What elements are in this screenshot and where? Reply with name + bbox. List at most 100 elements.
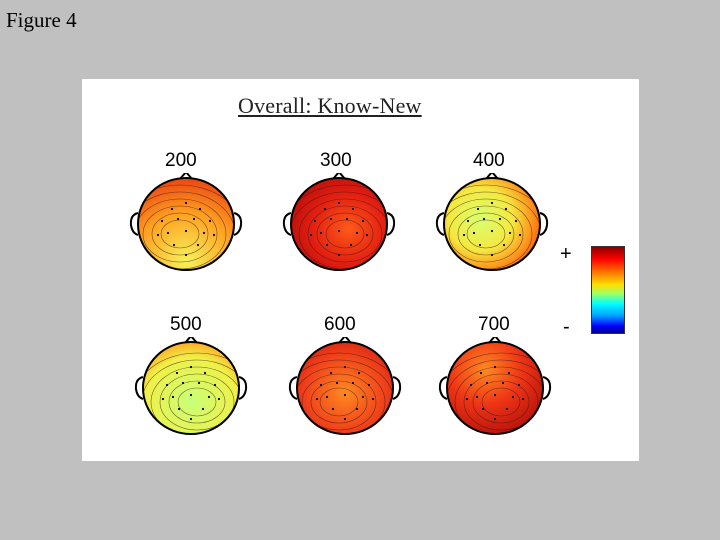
electrode-dot <box>465 397 469 401</box>
scalp-map <box>297 342 393 434</box>
electrode-dot <box>357 371 361 375</box>
ear-left <box>282 212 292 236</box>
electrode-dot <box>337 201 341 205</box>
ear-left <box>134 376 144 400</box>
electrode-dot <box>156 233 160 237</box>
electrode-dot <box>349 243 353 247</box>
slide-title: Figure 4 <box>6 8 77 32</box>
electrode-dot <box>325 243 329 247</box>
electrode-dot <box>171 395 175 399</box>
latency-label-400: 400 <box>473 150 505 171</box>
electrode-dot <box>176 217 180 221</box>
ear-left <box>435 212 445 236</box>
scalp-map <box>138 178 234 270</box>
nose <box>488 337 502 344</box>
electrode-dot <box>343 417 347 421</box>
colorbar-plus-label: + <box>560 243 572 265</box>
contour-lines <box>447 352 543 434</box>
ear-right <box>539 212 549 236</box>
electrode-dot <box>504 207 508 211</box>
scalp-map <box>291 178 387 270</box>
electrode-dot <box>196 243 200 247</box>
electrode-dot <box>482 217 486 221</box>
electrode-dot <box>505 407 509 411</box>
electrode-dot <box>315 397 319 401</box>
electrode-dot <box>212 233 216 237</box>
head-map-700 <box>438 337 552 435</box>
colorbar-minus-label: - <box>563 316 570 338</box>
electrode-dot <box>201 407 205 411</box>
electrode-dot <box>313 219 317 223</box>
electrode-dot <box>371 397 375 401</box>
scalp-map <box>444 178 540 270</box>
electrode-dot <box>475 395 479 399</box>
scalp-map <box>143 342 239 434</box>
electrode-dot <box>493 365 497 369</box>
ear-right <box>233 212 243 236</box>
electrode-dot <box>192 217 196 221</box>
electrode-dot <box>329 217 333 221</box>
electrode-dot <box>319 231 323 235</box>
head-outline <box>137 177 235 271</box>
electrode-dot <box>490 229 494 233</box>
electrode-dot <box>213 383 217 387</box>
head-map-300 <box>282 173 396 271</box>
electrode-dot <box>319 383 323 387</box>
electrode-dot <box>189 365 193 369</box>
nose <box>332 173 346 180</box>
contour-lines <box>297 352 393 434</box>
electrode-dot <box>466 219 470 223</box>
electrode-dot <box>508 231 512 235</box>
head-map-600 <box>288 337 402 435</box>
head-outline <box>443 177 541 271</box>
electrode-dot <box>502 243 506 247</box>
electrode-dot <box>355 231 359 235</box>
electrode-dot <box>160 219 164 223</box>
electrode-dot <box>337 253 341 257</box>
electrode-dot <box>181 381 185 385</box>
scalp-map <box>447 342 543 434</box>
electrode-dot <box>197 381 201 385</box>
ear-right <box>238 376 248 400</box>
electrode-dot <box>507 371 511 375</box>
electrode-dot <box>189 393 193 397</box>
electrode-dot <box>165 383 169 387</box>
electrode-dot <box>343 365 347 369</box>
nose <box>179 173 193 180</box>
electrode-dot <box>351 207 355 211</box>
ear-left <box>129 212 139 236</box>
electrode-dot <box>184 201 188 205</box>
head-outline <box>296 341 394 435</box>
electrode-dot <box>184 229 188 233</box>
electrode-dot <box>511 395 515 399</box>
electrode-dot <box>469 383 473 387</box>
electrode-dot <box>309 233 313 237</box>
electrode-dot <box>361 395 365 399</box>
electrode-dot <box>514 219 518 223</box>
latency-label-500: 500 <box>170 314 202 335</box>
nose <box>485 173 499 180</box>
head-map-200 <box>129 173 243 271</box>
electrode-dot <box>501 381 505 385</box>
electrode-dot <box>202 231 206 235</box>
electrode-dot <box>337 229 341 233</box>
electrode-dot <box>481 407 485 411</box>
latency-label-300: 300 <box>320 150 352 171</box>
electrode-dot <box>198 207 202 211</box>
electrode-dot <box>493 393 497 397</box>
electrode-dot <box>323 207 327 211</box>
electrode-dot <box>335 381 339 385</box>
electrode-dot <box>329 371 333 375</box>
electrode-dot <box>490 253 494 257</box>
electrode-dot <box>172 243 176 247</box>
electrode-dot <box>217 397 221 401</box>
electrode-dot <box>175 371 179 375</box>
electrode-dot <box>207 395 211 399</box>
electrode-dot <box>189 417 193 421</box>
electrode-dot <box>343 393 347 397</box>
ear-right <box>386 212 396 236</box>
head-outline <box>446 341 544 435</box>
ear-right <box>542 376 552 400</box>
electrode-dot <box>498 217 502 221</box>
electrode-dot <box>365 233 369 237</box>
